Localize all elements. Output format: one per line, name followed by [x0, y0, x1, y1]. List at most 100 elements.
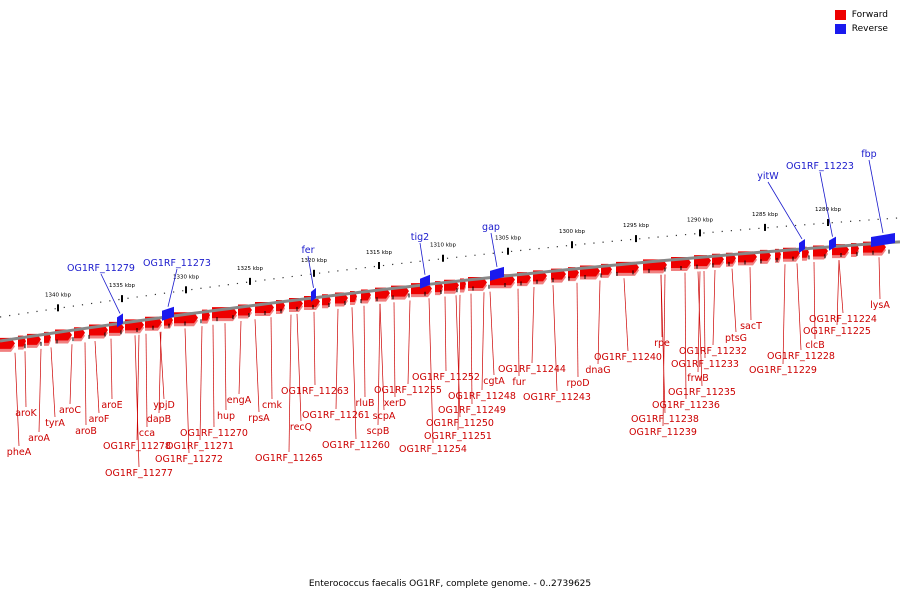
reverse-gene-label: gap	[482, 222, 500, 233]
reverse-gene-label: fbp	[861, 149, 876, 160]
reverse-gene-block	[829, 236, 836, 251]
forward-gene-label: OG1RF_11265	[255, 453, 323, 464]
forward-gene-leader	[489, 291, 495, 376]
forward-gene-label: hup	[217, 411, 235, 422]
scale-tick-label: 1285 kbp	[752, 212, 778, 218]
reverse-gene-leader	[307, 255, 314, 288]
forward-gene-leader	[481, 292, 485, 391]
forward-gene-leader	[254, 319, 260, 413]
reverse-gene-label: OG1RF_11273	[143, 258, 211, 269]
forward-gene-label: OG1RF_11244	[498, 364, 566, 375]
forward-gene-leader	[110, 338, 113, 400]
legend-swatch-reverse	[834, 24, 846, 34]
reverse-gene-block	[162, 306, 174, 321]
forward-gene-leader	[94, 340, 100, 414]
forward-gene-label: aroA	[28, 433, 50, 444]
forward-gene-label: lysA	[870, 300, 890, 311]
forward-gene-leader	[457, 294, 461, 431]
forward-gene-leader	[84, 342, 87, 426]
forward-gene-leader	[697, 271, 701, 373]
forward-gene-label: rluB	[355, 398, 374, 409]
forward-gene-leader	[684, 272, 687, 400]
forward-gene-leader	[813, 262, 816, 340]
forward-gene-label: ypjD	[153, 400, 175, 411]
forward-gene-leader	[184, 328, 190, 454]
scale-tick-label: 1290 kbp	[687, 217, 713, 223]
forward-gene-label: OG1RF_11224	[809, 314, 877, 325]
forward-gene-leader	[531, 287, 535, 364]
forward-gene-label: OG1RF_11236	[652, 400, 720, 411]
forward-gene-label: pheA	[7, 447, 32, 458]
forward-gene-label: aroF	[89, 414, 110, 425]
legend: Forward Reverse	[834, 10, 888, 38]
reverse-gene-leader	[419, 242, 426, 275]
reverse-gene-block	[871, 233, 895, 248]
forward-gene-leader	[363, 305, 366, 398]
forward-gene-label: clcB	[805, 340, 825, 351]
forward-gene-label: xerD	[384, 398, 406, 409]
backbone-layer	[0, 240, 900, 349]
reverse-gene-label: fer	[301, 245, 314, 256]
forward-gene-label: OG1RF_11243	[523, 392, 591, 403]
reverse-gene-label: OG1RF_11223	[786, 161, 854, 172]
forward-gene-label: OG1RF_11225	[803, 326, 871, 337]
forward-gene-leader	[145, 333, 148, 428]
scale-tick-label: 1320 kbp	[301, 258, 327, 264]
reverse-gene-label: yitW	[757, 171, 779, 182]
scale-tick-label: 1330 kbp	[173, 274, 199, 280]
forward-gene-leader	[38, 348, 42, 433]
legend-item-reverse[interactable]: Reverse	[834, 24, 888, 34]
forward-gene-leader	[623, 278, 629, 352]
forward-gene-label: cmk	[262, 400, 282, 411]
legend-item-forward[interactable]: Forward	[834, 10, 888, 20]
forward-gene-leader	[796, 263, 802, 351]
reverse-gene-leader	[868, 159, 884, 234]
forward-gene-leader	[576, 282, 579, 378]
forward-gene-leader	[270, 317, 273, 400]
forward-gene-leader	[335, 308, 339, 410]
scale-tick-label: 1280 kbp	[815, 207, 841, 213]
scale-tick-label: 1310 kbp	[430, 243, 456, 249]
forward-gene-leader	[224, 323, 227, 411]
forward-gene-label: OG1RF_11249	[438, 405, 506, 416]
forward-gene-leader	[782, 264, 786, 365]
forward-gene-label: OG1RF_11271	[166, 441, 234, 452]
reverse-gene-leader	[819, 171, 833, 237]
reverse-gene-label: tig2	[411, 232, 429, 243]
forward-gene-label: recQ	[290, 422, 312, 433]
forward-gene-label: OG1RF_11233	[671, 359, 739, 370]
scale-tick-label: 1295 kbp	[623, 223, 649, 229]
genome-caption: Enterococcus faecalis OG1RF, complete ge…	[308, 579, 592, 589]
forward-gene-label: tyrA	[45, 418, 65, 429]
forward-gene-label: OG1RF_11272	[155, 454, 223, 465]
forward-gene-leader	[712, 270, 716, 346]
scale-tick-label: 1305 kbp	[495, 236, 521, 242]
forward-gene-leader	[199, 326, 203, 441]
scale-tick-label: 1315 kbp	[366, 250, 392, 256]
forward-gene-label: frwB	[687, 373, 709, 384]
forward-gene-leader	[14, 352, 20, 447]
forward-gene-leader	[238, 321, 242, 395]
forward-gene-leader	[134, 335, 140, 468]
forward-gene-label: OG1RF_11261	[302, 410, 370, 421]
forward-gene-leader	[517, 288, 520, 377]
forward-gene-label: OG1RF_11228	[767, 351, 835, 362]
forward-gene-leader	[660, 274, 666, 414]
forward-gene-leader	[288, 314, 292, 453]
forward-gene-label: aroB	[75, 426, 97, 437]
reverse-gene-label: OG1RF_11279	[67, 263, 135, 274]
legend-swatch-forward	[834, 10, 846, 20]
forward-gene-leader	[428, 298, 434, 444]
forward-gene-leader	[662, 274, 666, 427]
forward-gene-leader	[836, 260, 840, 326]
forward-gene-label: OG1RF_11239	[629, 427, 697, 438]
forward-gene-label: fur	[512, 377, 525, 388]
forward-gene-label: OG1RF_11248	[448, 391, 516, 402]
reverse-gene-leader	[167, 268, 178, 307]
forward-gene-label: OG1RF_11260	[322, 440, 390, 451]
forward-gene-leader	[351, 307, 357, 440]
forward-gene-label: OG1RF_11251	[424, 431, 492, 442]
forward-gene-label: cca	[139, 428, 155, 439]
forward-gene-label: OG1RF_11263	[281, 386, 349, 397]
reverse-gene-leader	[767, 181, 803, 240]
